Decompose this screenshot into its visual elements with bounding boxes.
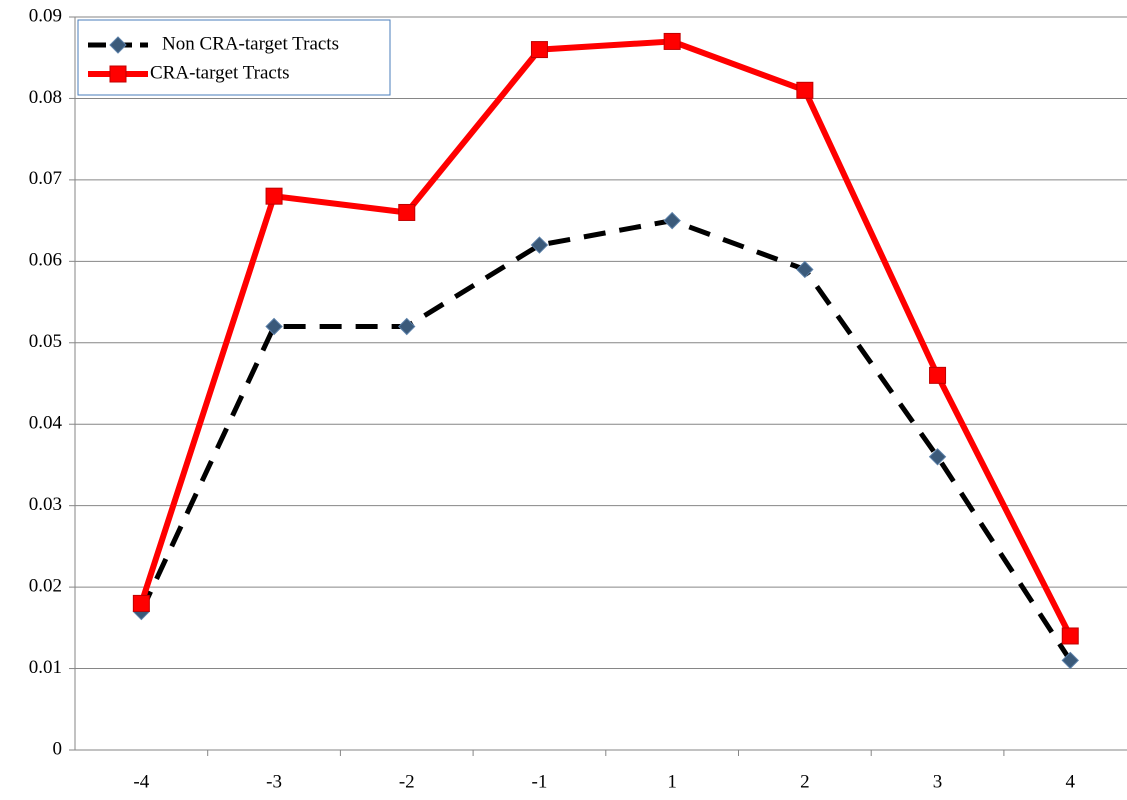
point (1061, 627, 1079, 645)
x-tick-label: 2 (800, 771, 810, 792)
point (929, 366, 947, 384)
y-tick-label: 0.06 (29, 250, 62, 271)
y-tick-label: 0 (53, 738, 63, 759)
x-tick-label: 3 (933, 771, 943, 792)
point (663, 211, 681, 230)
series-line (139, 218, 1073, 662)
legend: Non CRA-target Tracts CRA-target Tracts (77, 19, 391, 96)
y-tick-label: 0.03 (29, 494, 62, 515)
y-tick-label: 0.01 (29, 657, 62, 678)
y-tick-label: 0.05 (29, 331, 62, 352)
legend-label: Non CRA-target Tracts (162, 33, 339, 54)
legend-marker (109, 65, 127, 83)
point (928, 448, 947, 466)
point (132, 594, 150, 612)
series-line (138, 38, 1073, 638)
legend-box (77, 19, 391, 96)
legend-label: CRA-target Tracts (150, 62, 290, 83)
point (796, 260, 814, 279)
point (530, 41, 548, 59)
y-tick-label: 0.08 (29, 87, 62, 108)
y-tick-label: 0.02 (29, 575, 62, 596)
point (398, 203, 416, 221)
x-tick-label: 1 (667, 771, 677, 792)
y-tick-label: 0.04 (29, 413, 63, 434)
point (796, 81, 814, 99)
point (1061, 651, 1079, 670)
x-tick-label: -3 (266, 771, 282, 792)
x-tick-label: 4 (1066, 771, 1076, 792)
point (265, 187, 283, 205)
x-tick-label: -4 (133, 771, 149, 792)
point (663, 32, 681, 50)
point (265, 317, 283, 336)
point (530, 236, 549, 254)
y-tick-label: 0.07 (29, 168, 62, 189)
point (398, 317, 416, 336)
x-tick-label: -1 (532, 771, 548, 792)
x-tick-label: -2 (399, 771, 415, 792)
legend-marker (109, 36, 127, 54)
y-tick-label: 0.09 (29, 5, 62, 26)
